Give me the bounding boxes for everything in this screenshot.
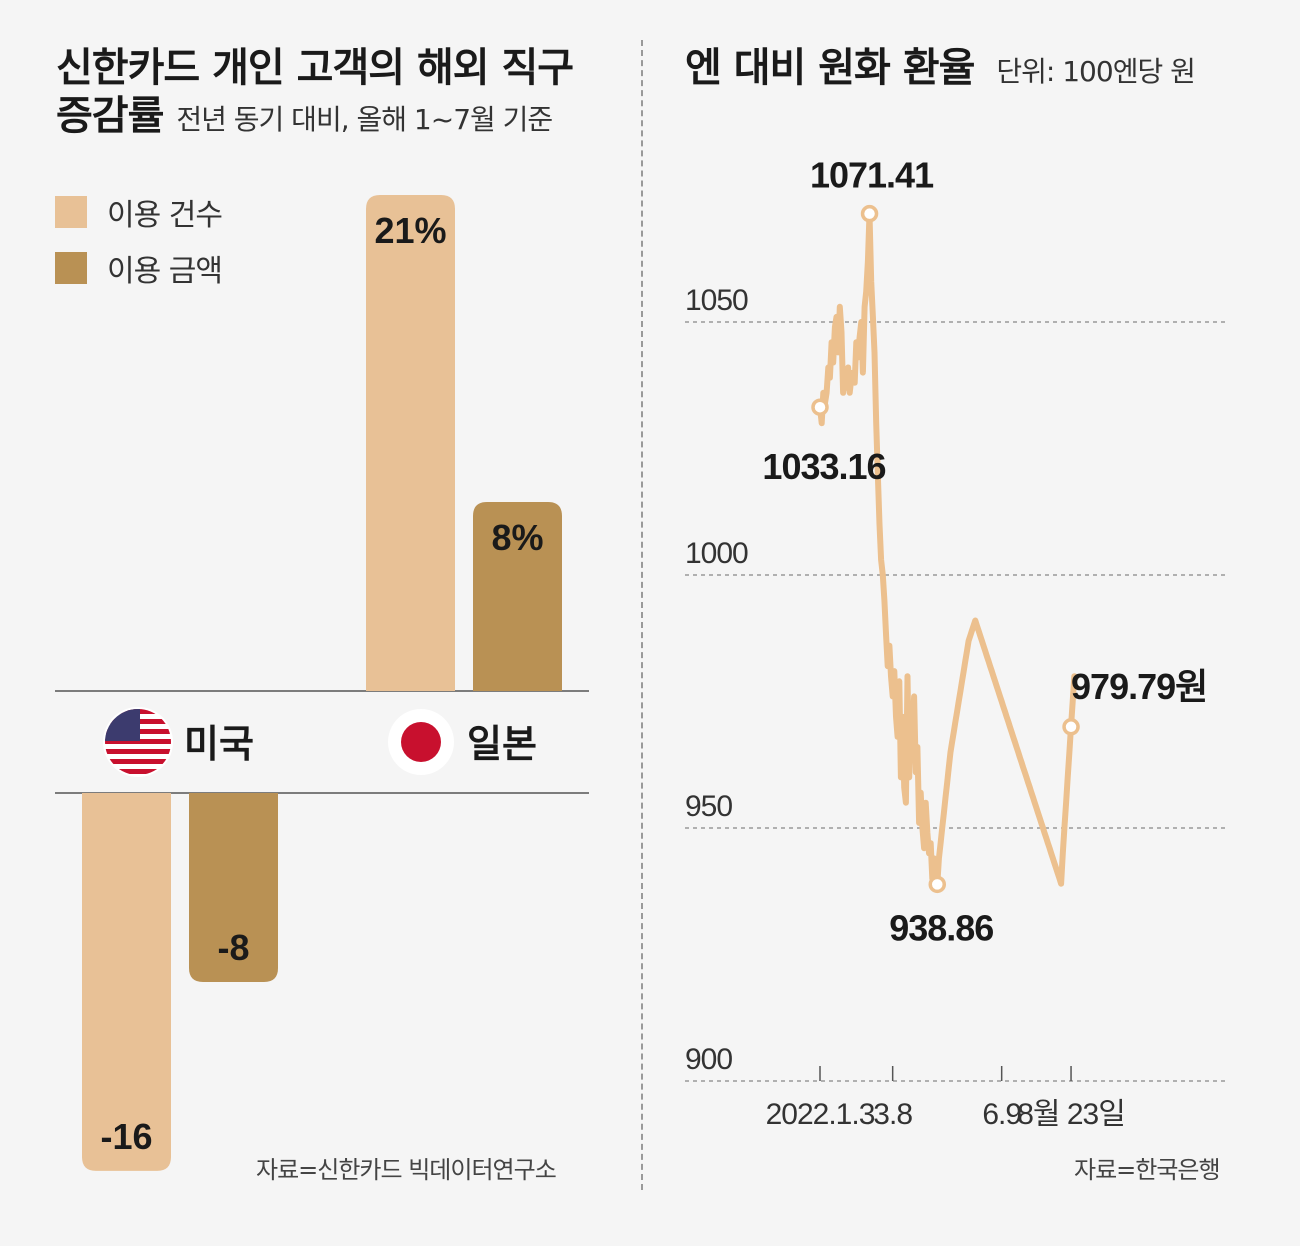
bar-chart-source: 자료=신한카드 빅데이터연구소 (256, 1156, 557, 1184)
line-chart-title: 엔 대비 원화 환율 (685, 45, 975, 91)
anno-marker-2 (928, 875, 947, 894)
y-tick-label-1050: 1050 (685, 284, 748, 317)
japan-flag-icon (388, 709, 454, 775)
bar-us-count (82, 793, 171, 1171)
line-chart-unit: 단위: 100엔당 원 (996, 55, 1195, 88)
x-tick-label-1: 3.8 (873, 1098, 912, 1131)
anno-label-1: 1071.41 (810, 155, 934, 196)
bar-label-us-count: -16 (100, 1116, 152, 1157)
line-chart-header: 엔 대비 원화 환율 단위: 100엔당 원 (685, 44, 1196, 92)
bar-chart-subtitle: 전년 동기 대비, 올해 1~7월 기준 (176, 103, 553, 136)
legend-swatch-amount (55, 252, 87, 284)
line-chart-source: 자료=한국은행 (1074, 1156, 1221, 1184)
bar-label-japan-count: 21% (374, 210, 446, 251)
bar-label-us-amount: -8 (217, 927, 249, 968)
anno-marker-1 (860, 204, 879, 223)
anno-marker-3 (1062, 718, 1080, 736)
y-tick-label-1000: 1000 (685, 537, 748, 570)
category-label-japan: 일본 (467, 722, 537, 766)
legend-label-count: 이용 건수 (107, 198, 223, 233)
bar-us-amount (189, 793, 278, 982)
category-label-us: 미국 (184, 722, 254, 766)
panel-divider (641, 40, 643, 1190)
legend-label-amount: 이용 금액 (107, 254, 223, 289)
y-tick-label-950: 950 (685, 790, 732, 823)
x-tick-label-2: 6.9 (982, 1098, 1021, 1131)
bar-label-japan-amount: 8% (491, 517, 543, 558)
anno-label-0: 1033.16 (762, 446, 885, 487)
anno-label-3: 979.79원 (1071, 666, 1207, 707)
us-flag-icon (103, 707, 173, 777)
bar-chart: -16 21% -8 8% 미국 일본 (55, 195, 589, 1171)
legend: 이용 건수 이용 금액 (55, 196, 223, 289)
y-tick-label-900: 900 (685, 1043, 732, 1076)
anno-label-2: 938.86 (889, 907, 993, 948)
exchange-rate-line (817, 210, 1079, 888)
bar-japan-amount (473, 502, 562, 691)
legend-swatch-count (55, 196, 87, 228)
bar-japan-count (366, 195, 455, 691)
bar-chart-title: 신한카드 개인 고객의 해외 직구 증감률 전년 동기 대비, 올해 1~7월 … (56, 44, 574, 140)
x-tick-label-0: 2022.1.3 (766, 1098, 875, 1131)
bar-chart-title-line2: 증감률 (56, 93, 164, 139)
x-tick-label-3: 8월 23일 (1017, 1098, 1125, 1131)
legend-item-amount: 이용 금액 (55, 252, 223, 289)
bar-chart-title-line1: 신한카드 개인 고객의 해외 직구 (56, 45, 574, 91)
anno-marker-0 (811, 398, 829, 416)
legend-item-count: 이용 건수 (55, 196, 223, 233)
